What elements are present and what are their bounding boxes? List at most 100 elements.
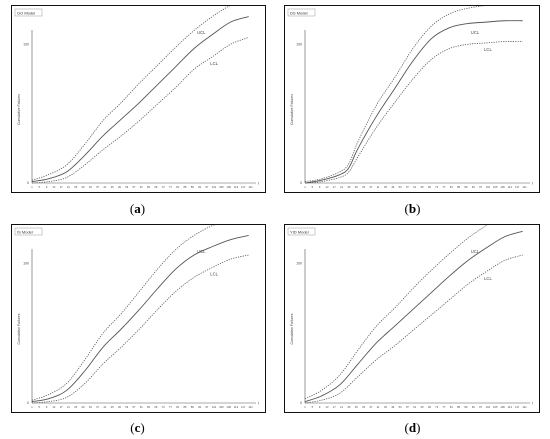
y-tick-label: 100	[296, 43, 302, 47]
chart-svg-a: GO Model Cumulative Failures 0 100 1 5 9 13 17 21…	[14, 6, 259, 189]
x-tick-label: 21	[67, 185, 70, 189]
ucl-label: UCL	[471, 249, 480, 254]
x-tick-label: 9	[46, 405, 48, 409]
x-tick-label: 13	[52, 405, 55, 409]
x-tick-label: 5	[312, 405, 314, 409]
x-tick-label: 97	[479, 185, 482, 189]
fitted-line	[31, 235, 249, 403]
x-tick-label: 25	[347, 185, 350, 189]
x-tick-label: 85	[457, 185, 460, 189]
x-tick-label: 57	[406, 185, 409, 189]
y-tick-label: 100	[23, 262, 29, 266]
x-tick-label: 105	[219, 185, 224, 189]
chart-frame-a: GO Model Cumulative Failures 0 100 1 5 9 13 17 21…	[11, 5, 266, 193]
x-tick-label: 109	[500, 405, 505, 409]
x-tick-label: 61	[413, 405, 416, 409]
lcl-label: LCL	[210, 272, 218, 277]
x-tick-label: 49	[118, 185, 121, 189]
x-tick-label: 77	[443, 185, 446, 189]
x-tick-label: 113	[508, 405, 513, 409]
x-tick-label: 45	[111, 185, 114, 189]
x-tick-label: 1	[31, 185, 33, 189]
x-tick-label: 117	[241, 405, 246, 409]
x-tick-label: 65	[421, 405, 424, 409]
x-tick-label: 17	[60, 185, 63, 189]
x-tick-label: 29	[82, 185, 85, 189]
x-tick-label: 1	[304, 185, 306, 189]
caption-c: (c)	[130, 420, 145, 435]
x-tick-label: 9	[46, 185, 48, 189]
x-tick-label: 45	[111, 405, 114, 409]
x-tick-label: 57	[406, 405, 409, 409]
x-tick-label: 73	[162, 405, 165, 409]
x-tick-label: 25	[74, 185, 77, 189]
y-tick-label: 100	[23, 43, 29, 47]
x-tick-label: 85	[184, 185, 187, 189]
x-tick-label: 77	[169, 405, 172, 409]
x-tick-label: 33	[362, 405, 365, 409]
x-axis-end-label: t	[258, 402, 259, 406]
x-tick-label: 25	[74, 405, 77, 409]
x-tick-label: 49	[391, 405, 394, 409]
fitted-line	[304, 20, 523, 184]
x-tick-label: 89	[465, 185, 468, 189]
x-tick-label: 61	[140, 185, 143, 189]
x-tick-label: 41	[103, 405, 106, 409]
x-tick-label: 101	[212, 185, 217, 189]
x-tick-label: 29	[355, 405, 358, 409]
y-tick-label: 0	[27, 181, 29, 185]
x-tick-label: 29	[82, 405, 85, 409]
x-tick-label: 9	[319, 185, 321, 189]
x-tick-label: 73	[435, 405, 438, 409]
x-tick-label: 65	[421, 185, 424, 189]
x-tick-label: 33	[362, 185, 365, 189]
chart-svg-d: YID Model Cumulative Failures 0 100 1 5 9 13 17 2…	[287, 225, 533, 409]
x-tick-label: 5	[39, 185, 41, 189]
ucl-line	[304, 225, 488, 400]
chart-panel-d: YID Model Cumulative Failures 0 100 1 5 9 13 17 2…	[275, 220, 550, 439]
x-tick-label: 113	[508, 185, 513, 189]
x-tick-label: 73	[162, 185, 165, 189]
x-tick-label: 77	[443, 405, 446, 409]
ucl-label: UCL	[197, 249, 206, 254]
x-tick-label: 49	[391, 185, 394, 189]
x-tick-label: 109	[227, 405, 232, 409]
chart-svg-b: DS Model Cumulative Failures 0 100 1 5 9 13 17 21…	[287, 6, 533, 189]
chart-frame-d: YID Model Cumulative Failures 0 100 1 5 9 13 17 2…	[284, 224, 540, 413]
chart-frame-b: DS Model Cumulative Failures 0 100 1 5 9 13 17 21…	[284, 5, 540, 193]
x-tick-label: 53	[125, 405, 128, 409]
model-label-box	[287, 227, 316, 236]
x-tick-label: 69	[154, 185, 157, 189]
x-tick-label: 101	[486, 405, 491, 409]
x-tick-label: 5	[312, 185, 314, 189]
x-tick-label: 37	[369, 405, 372, 409]
x-tick-label: 109	[227, 185, 232, 189]
x-tick-label: 53	[399, 405, 402, 409]
x-tick-label: 57	[133, 405, 136, 409]
x-axis-end-label: t	[258, 182, 259, 186]
model-label: YID Model	[290, 230, 309, 235]
x-tick-label: 49	[118, 405, 121, 409]
x-tick-label: 121	[248, 405, 253, 409]
caption-b: (b)	[404, 201, 421, 216]
lcl-line	[31, 37, 249, 184]
x-tick-label: 25	[347, 405, 350, 409]
x-tick-label: 17	[333, 405, 336, 409]
x-tick-label: 1	[31, 405, 33, 409]
x-tick-label: 101	[486, 185, 491, 189]
x-tick-label: 69	[154, 405, 157, 409]
x-tick-label: 93	[198, 185, 201, 189]
ucl-line	[31, 225, 216, 401]
x-tick-label: 41	[377, 185, 380, 189]
x-tick-label: 17	[333, 185, 336, 189]
y-tick-label: 0	[27, 401, 29, 405]
x-tick-label: 101	[212, 405, 217, 409]
x-tick-label: 97	[205, 405, 208, 409]
x-tick-label: 105	[493, 185, 498, 189]
model-label-box	[14, 227, 43, 236]
fitted-line	[304, 230, 523, 403]
x-tick-label: 65	[147, 405, 150, 409]
model-label-group: GO Model	[14, 8, 43, 17]
x-tick-label: 13	[326, 185, 329, 189]
x-tick-label: 117	[515, 405, 520, 409]
